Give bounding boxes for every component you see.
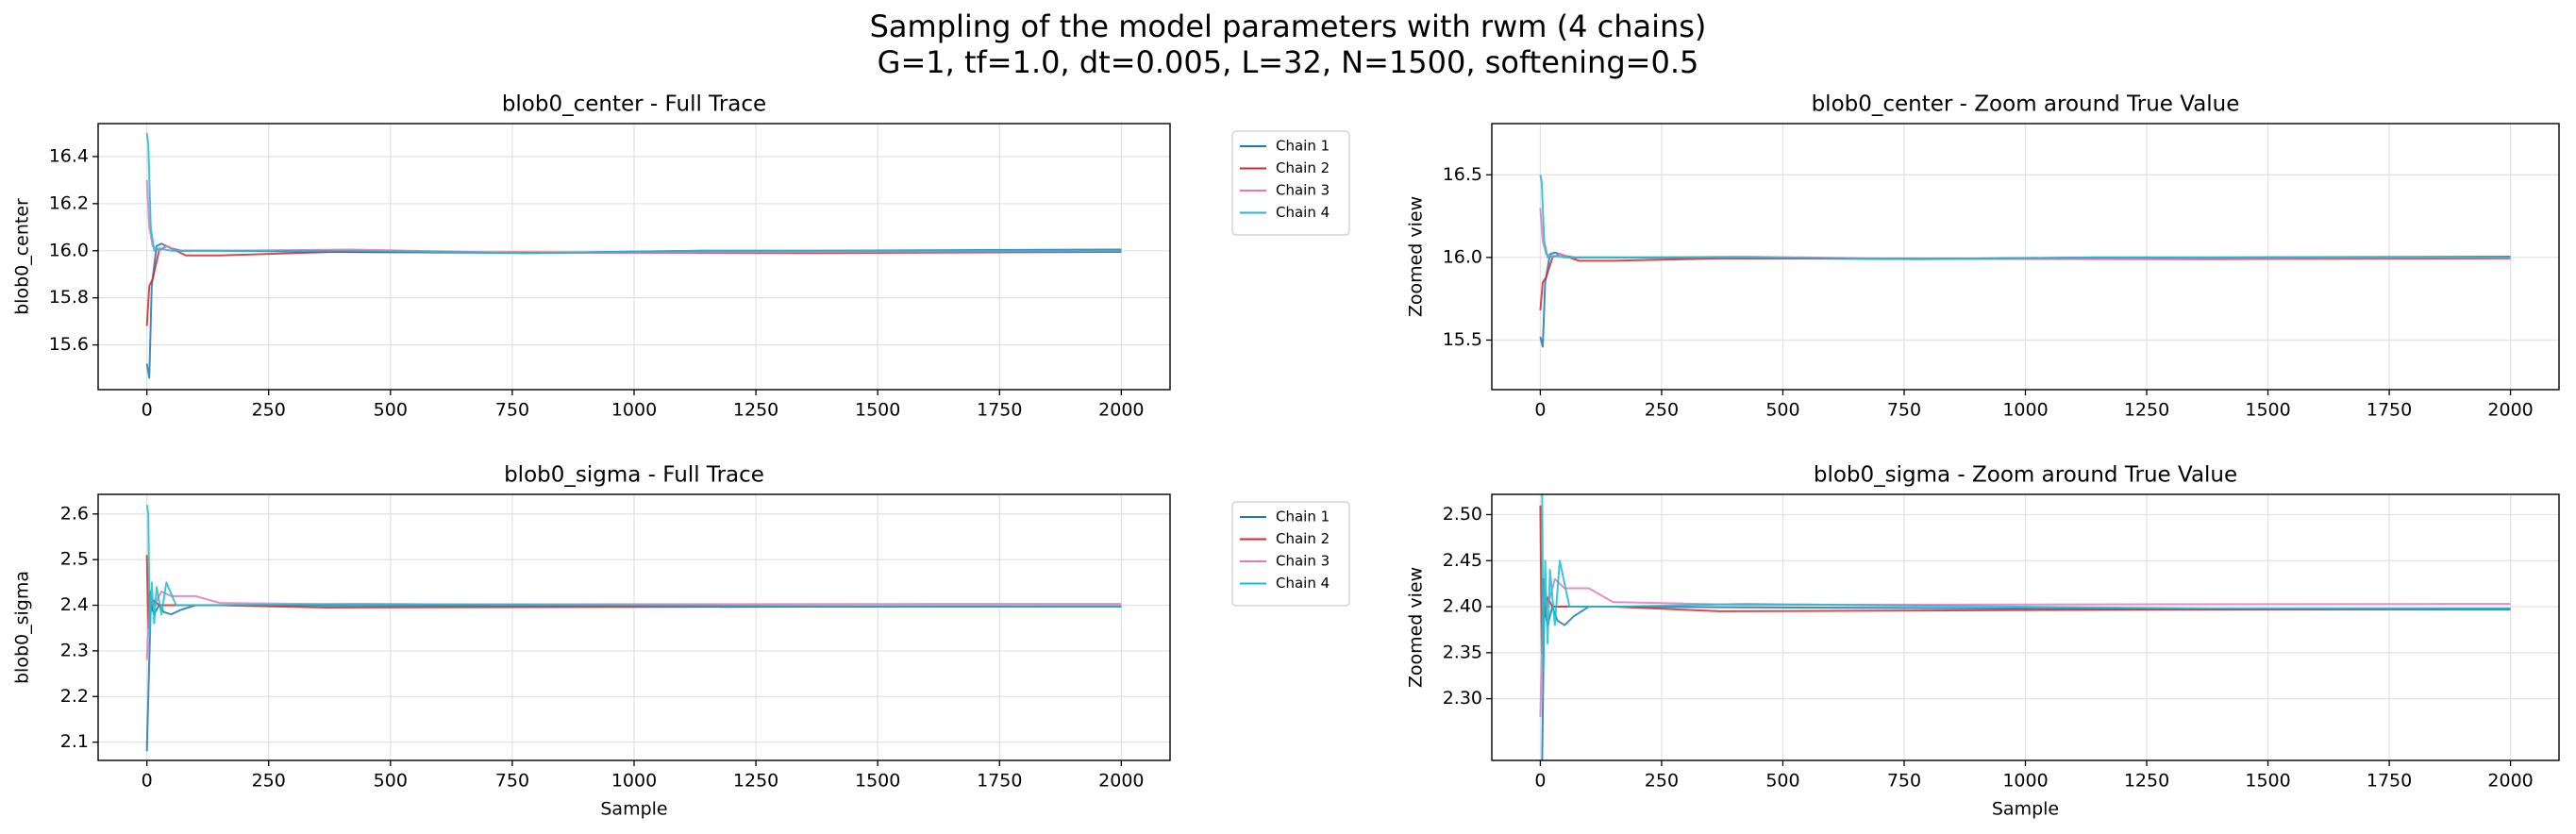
x-tick-label: 1250 [733,771,778,792]
y-tick-label: 15.6 [49,334,89,355]
subplot-title: blob0_sigma - Full Trace [504,463,764,488]
plot-area [145,132,1122,379]
y-tick-label: 2.35 [1443,642,1482,662]
legend-frame [1231,130,1350,236]
x-tick-label: 1500 [2245,771,2290,792]
x-tick-label: 750 [1887,771,1921,792]
axes-frame [1491,123,2560,391]
subplot: 0 250 500 750 1000 1250 1500 1750 2000 15.5 16.0 16… [1406,92,2560,421]
x-tick-label: 1500 [855,771,900,792]
legend-label: Chain 1 [1276,138,1330,155]
x-tick-label: 1250 [2124,771,2169,792]
y-tick-label: 2.40 [1443,596,1482,617]
x-tick-label: 1250 [733,400,778,421]
x-tick-label: 1000 [2002,400,2048,421]
y-tick-label: 2.3 [60,640,89,660]
legend-frame [1231,501,1350,607]
chain-line [145,132,1122,255]
x-tick-label: 1000 [611,400,657,421]
y-axis-label: Zoomed view [1406,196,1427,317]
x-tick-label: 1500 [855,400,900,421]
subplot: 0 250 500 750 1000 1250 1500 1750 2000 15.6 15.8 16… [12,92,1350,421]
x-tick-label: 0 [142,771,153,792]
subplot: 0 250 500 750 1000 1250 1500 1750 2000 2.1 2.2 2.3 2… [12,463,1350,820]
y-tick-label: 2.4 [60,594,89,615]
x-tick-label: 500 [1765,400,1799,421]
x-tick-label: 750 [495,400,529,421]
x-tick-label: 750 [495,771,529,792]
x-tick-label: 1000 [2002,771,2048,792]
subplot-title: blob0_center - Zoom around True Value [1812,92,2240,117]
legend-label: Chain 4 [1276,204,1330,221]
y-tick-label: 2.50 [1443,504,1482,525]
x-tick-label: 2000 [1098,400,1144,421]
plot-area [145,504,1122,752]
x-tick-label: 1000 [611,771,657,792]
chain-line [145,504,1122,639]
figure-subtitle: G=1, tf=1.0, dt=0.005, L=32, N=1500, sof… [878,44,1699,80]
x-axis-label: Sample [1992,799,2059,820]
x-tick-label: 2000 [2487,771,2533,792]
legend-label: Chain 1 [1276,509,1330,525]
y-tick-label: 15.5 [1443,329,1482,350]
legend: Chain 1 Chain 2 Chain 3 Chain 4 [1231,130,1350,236]
subplot-title: blob0_center - Full Trace [502,92,766,117]
y-axis-label: blob0_center [12,198,33,315]
x-tick-label: 0 [1534,771,1546,792]
y-tick-label: 16.2 [49,192,89,213]
x-tick-label: 1750 [2367,400,2412,421]
legend-label: Chain 3 [1276,553,1330,570]
plot-area [1539,175,2511,348]
x-tick-label: 2000 [1098,771,1144,792]
y-tick-label: 16.0 [1443,246,1482,267]
y-tick-label: 16.5 [1443,164,1482,185]
legend-label: Chain 3 [1276,182,1330,199]
figure-title: Sampling of the model parameters with rw… [870,8,1707,44]
legend: Chain 1 Chain 2 Chain 3 Chain 4 [1231,501,1350,607]
x-tick-label: 250 [252,771,286,792]
y-tick-label: 2.2 [60,686,89,707]
x-tick-label: 0 [142,400,153,421]
x-tick-label: 1500 [2245,400,2290,421]
legend-label: Chain 2 [1276,530,1330,547]
y-tick-label: 2.1 [60,731,89,752]
x-tick-label: 1750 [977,771,1022,792]
y-tick-label: 15.8 [49,287,89,308]
plot-area [1539,494,2511,760]
y-tick-label: 2.6 [60,503,89,524]
x-tick-label: 250 [252,400,286,421]
y-axis-label: Zoomed view [1406,567,1427,688]
y-tick-label: 16.0 [49,240,89,260]
subplot-title: blob0_sigma - Zoom around True Value [1814,463,2237,488]
x-tick-label: 250 [1645,771,1679,792]
x-tick-label: 2000 [2487,400,2533,421]
x-tick-label: 750 [1887,400,1921,421]
y-tick-label: 16.4 [49,145,89,166]
legend-label: Chain 2 [1276,159,1330,176]
x-tick-label: 1250 [2124,400,2169,421]
y-axis-label: blob0_sigma [12,571,33,684]
axes-frame [1491,493,2560,761]
x-axis-label: Sample [600,799,667,820]
chain-line [1541,494,2511,673]
axes-frame [97,493,1171,761]
x-tick-label: 250 [1645,400,1679,421]
axes-frame [97,123,1171,391]
y-tick-label: 2.45 [1443,550,1482,571]
y-tick-label: 2.30 [1443,688,1482,709]
x-tick-label: 1750 [2367,771,2412,792]
x-tick-label: 500 [1765,771,1799,792]
x-tick-label: 500 [374,771,408,792]
y-tick-label: 2.5 [60,549,89,570]
x-tick-label: 500 [374,400,408,421]
x-tick-label: 1750 [977,400,1022,421]
chain-line [1539,175,2511,260]
legend-label: Chain 4 [1276,575,1330,592]
subplot: 0 250 500 750 1000 1250 1500 1750 2000 2.30 2.35 2.… [1406,463,2560,820]
x-tick-label: 0 [1534,400,1546,421]
